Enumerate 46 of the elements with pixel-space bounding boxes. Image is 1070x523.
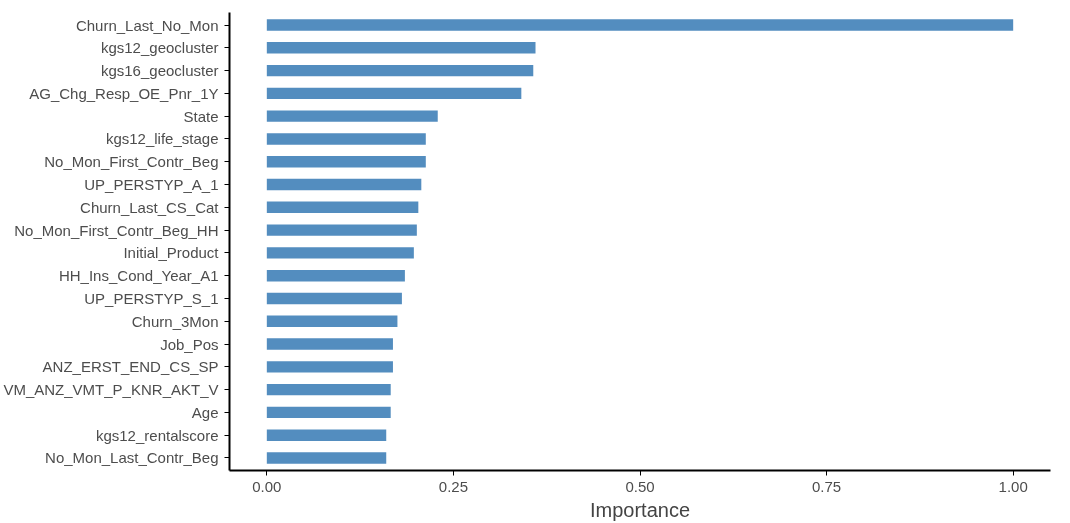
y-tick-label: UP_PERSTYP_A_1 (84, 176, 219, 194)
y-tick-label: Churn_3Mon (131, 312, 219, 330)
bar (266, 429, 387, 441)
y-tick-label: kgs12_life_stage (105, 130, 219, 148)
x-tick-label: 0.75 (811, 477, 842, 495)
bar (266, 42, 536, 54)
x-tick-label: 0.50 (625, 477, 655, 495)
y-tick-label: No_Mon_First_Contr_Beg_HH (14, 221, 219, 239)
y-tick-label: AG_Chg_Resp_OE_Pnr_1Y (29, 84, 219, 102)
y-tick-label: kgs16_geocluster (100, 62, 219, 80)
bar (266, 406, 391, 419)
y-tick-label: kgs12_geocluster (100, 39, 219, 57)
bar (266, 64, 534, 77)
bar (266, 247, 414, 259)
bar (266, 87, 522, 100)
y-tick-label: No_Mon_First_Contr_Beg (44, 153, 219, 171)
bar (266, 452, 387, 464)
y-tick-label: Churn_Last_CS_Cat (80, 198, 220, 216)
y-tick-label: kgs12_rentalscore (95, 426, 219, 444)
x-tick-label: 0.00 (252, 477, 282, 495)
bar (266, 292, 402, 305)
y-tick-label: Job_Pos (160, 335, 219, 353)
y-tick-label: State (183, 107, 219, 125)
bar (266, 178, 422, 191)
bar (266, 269, 405, 282)
bar (266, 110, 438, 122)
y-tick-label: Initial_Product (123, 244, 220, 262)
bar (266, 201, 419, 214)
bar (266, 19, 1014, 31)
y-tick-label: VM_ANZ_VMT_P_KNR_AKT_V (3, 381, 219, 399)
y-tick-label: HH_Ins_Cond_Year_A1 (58, 267, 219, 285)
x-tick-label: 1.00 (998, 477, 1028, 495)
bar (266, 224, 417, 236)
bar (266, 315, 398, 327)
y-tick-label: ANZ_ERST_END_CS_SP (42, 358, 219, 376)
bar (266, 361, 393, 373)
x-tick-label: 0.25 (438, 477, 469, 495)
y-tick-label: Age (191, 403, 219, 421)
y-tick-label: Churn_Last_No_Mon (75, 16, 219, 34)
bar (266, 338, 393, 350)
bar (266, 133, 426, 145)
bar (266, 156, 426, 168)
x-axis-title: Importance (589, 498, 691, 521)
bar (266, 383, 391, 396)
y-tick-label: No_Mon_Last_Contr_Beg (45, 449, 219, 467)
y-tick-label: UP_PERSTYP_S_1 (84, 289, 219, 307)
